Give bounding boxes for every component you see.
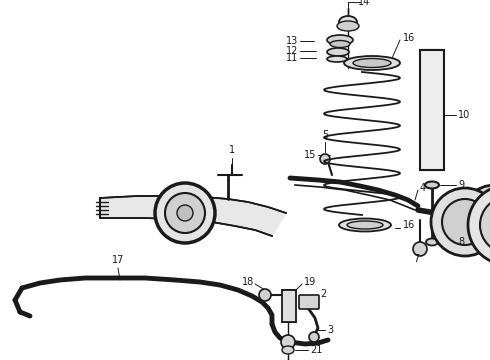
Bar [282, 290, 296, 322]
Text: 11: 11 [286, 53, 298, 63]
Text: 16: 16 [403, 220, 415, 230]
Text: 7: 7 [413, 254, 419, 264]
Ellipse shape [330, 40, 350, 48]
Circle shape [431, 188, 490, 256]
Text: 8: 8 [458, 237, 464, 247]
Text: 13: 13 [286, 36, 298, 46]
Ellipse shape [327, 35, 353, 45]
Ellipse shape [327, 48, 349, 56]
Text: 14: 14 [358, 0, 370, 7]
Text: 4: 4 [420, 183, 426, 193]
FancyBboxPatch shape [299, 295, 319, 309]
Text: 18: 18 [242, 277, 254, 287]
Circle shape [480, 197, 490, 253]
Text: 1: 1 [229, 145, 235, 155]
Ellipse shape [347, 221, 383, 229]
Circle shape [259, 289, 271, 301]
Text: 2: 2 [320, 289, 326, 299]
Circle shape [309, 332, 319, 342]
Polygon shape [100, 197, 122, 218]
Text: 5: 5 [322, 130, 328, 140]
Polygon shape [118, 196, 145, 218]
Text: 19: 19 [304, 277, 316, 287]
Ellipse shape [353, 58, 391, 68]
Text: 15: 15 [304, 150, 316, 160]
Polygon shape [248, 202, 272, 236]
Ellipse shape [339, 16, 357, 28]
Text: 10: 10 [458, 110, 470, 120]
Circle shape [177, 205, 193, 221]
Circle shape [468, 185, 490, 265]
Ellipse shape [344, 56, 400, 70]
Polygon shape [138, 196, 168, 219]
Polygon shape [268, 207, 286, 236]
Circle shape [165, 193, 205, 233]
Polygon shape [228, 199, 255, 230]
Ellipse shape [426, 238, 438, 246]
Text: 17: 17 [112, 255, 124, 265]
Ellipse shape [425, 181, 439, 189]
Polygon shape [160, 196, 190, 220]
Text: 21: 21 [310, 345, 322, 355]
Text: 12: 12 [286, 46, 298, 56]
Circle shape [413, 242, 427, 256]
Bar [420, 50, 444, 170]
Ellipse shape [327, 56, 347, 62]
Text: 9: 9 [458, 180, 464, 190]
Circle shape [281, 335, 295, 349]
Text: 3: 3 [327, 325, 333, 335]
Circle shape [155, 183, 215, 243]
Polygon shape [205, 197, 235, 226]
Ellipse shape [282, 346, 294, 354]
Ellipse shape [339, 219, 391, 231]
Ellipse shape [337, 21, 359, 31]
Circle shape [460, 185, 490, 255]
Circle shape [442, 199, 488, 245]
Polygon shape [182, 196, 212, 222]
Text: 16: 16 [403, 33, 415, 43]
Circle shape [320, 154, 330, 164]
